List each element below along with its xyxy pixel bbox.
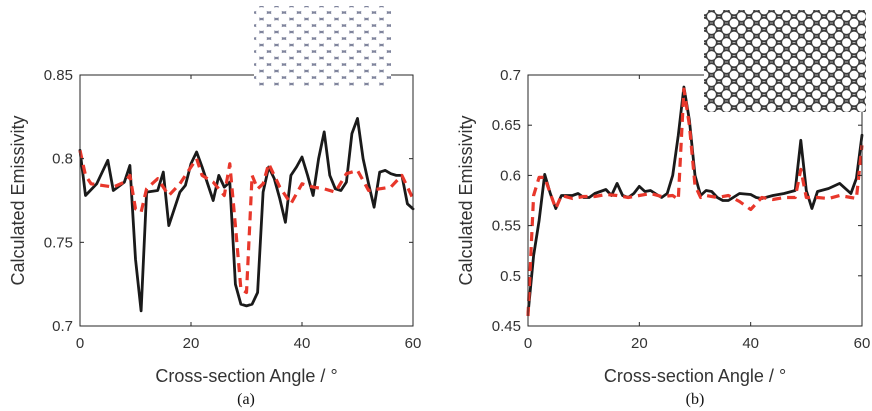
inset-lattice-b bbox=[704, 10, 866, 112]
chart-panel-b: 0 20 40 60 0.45 0.5 0.55 0.6 0.65 0.7 Cross-sectio… bbox=[456, 10, 870, 408]
x-tick-label: 20 bbox=[631, 335, 648, 352]
x-tick-label: 40 bbox=[742, 335, 759, 352]
series-line-solid-b bbox=[526, 85, 864, 316]
y-tick-label: 0.85 bbox=[44, 67, 73, 84]
y-tick-label: 0.55 bbox=[492, 218, 521, 235]
panel-caption: (a) bbox=[237, 391, 255, 408]
series-line-solid-a bbox=[78, 117, 415, 313]
x-tick-label: 60 bbox=[854, 335, 871, 352]
x-tick-label: 0 bbox=[524, 335, 532, 352]
x-tick-label: 20 bbox=[183, 335, 200, 352]
chart-panel-a: 0 20 40 60 0.7 0.75 0.8 0.85 Cross-section Angle… bbox=[8, 6, 421, 408]
y-tick-label: 0.65 bbox=[492, 117, 521, 134]
panel-caption: (b) bbox=[686, 391, 705, 408]
y-axis-label: Calculated Emissivity bbox=[8, 115, 28, 285]
y-tick-label: 0.6 bbox=[500, 167, 521, 184]
series-line-dashed-b bbox=[526, 87, 864, 317]
x-tick-label: 40 bbox=[294, 335, 311, 352]
y-tick-label: 0.7 bbox=[500, 67, 521, 84]
inset-lattice-a bbox=[254, 6, 391, 86]
x-tick-label: 60 bbox=[405, 335, 422, 352]
axes-frame-b bbox=[527, 74, 863, 327]
y-axis-label: Calculated Emissivity bbox=[456, 115, 476, 285]
x-tick-label: 0 bbox=[76, 335, 84, 352]
y-tick-label: 0.5 bbox=[500, 268, 521, 285]
axes-frame-a bbox=[79, 74, 414, 327]
y-tick-label: 0.8 bbox=[52, 151, 73, 168]
y-tick-label: 0.45 bbox=[492, 318, 521, 335]
x-axis-label: Cross-section Angle / ° bbox=[155, 366, 337, 386]
x-axis-label: Cross-section Angle / ° bbox=[604, 366, 786, 386]
y-tick-label: 0.75 bbox=[44, 234, 73, 251]
series-line-dashed-a bbox=[78, 149, 415, 295]
y-tick-label: 0.7 bbox=[52, 318, 73, 335]
